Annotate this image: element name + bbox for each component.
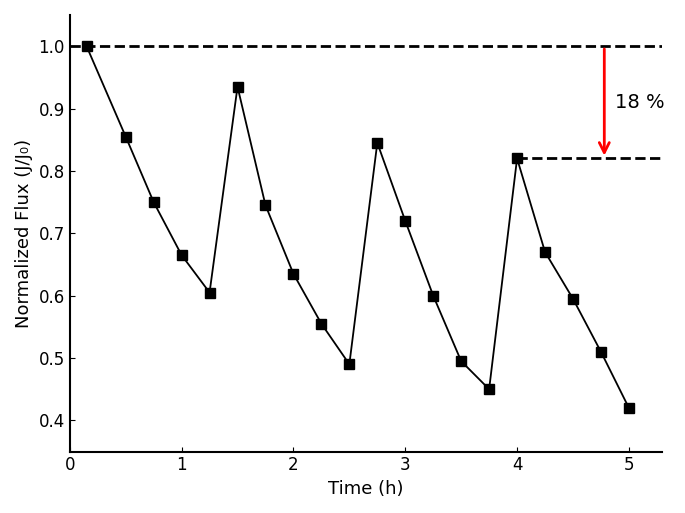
X-axis label: Time (h): Time (h)	[328, 480, 404, 498]
Y-axis label: Normalized Flux (J/J₀): Normalized Flux (J/J₀)	[15, 139, 33, 328]
Text: 18 %: 18 %	[616, 93, 665, 112]
